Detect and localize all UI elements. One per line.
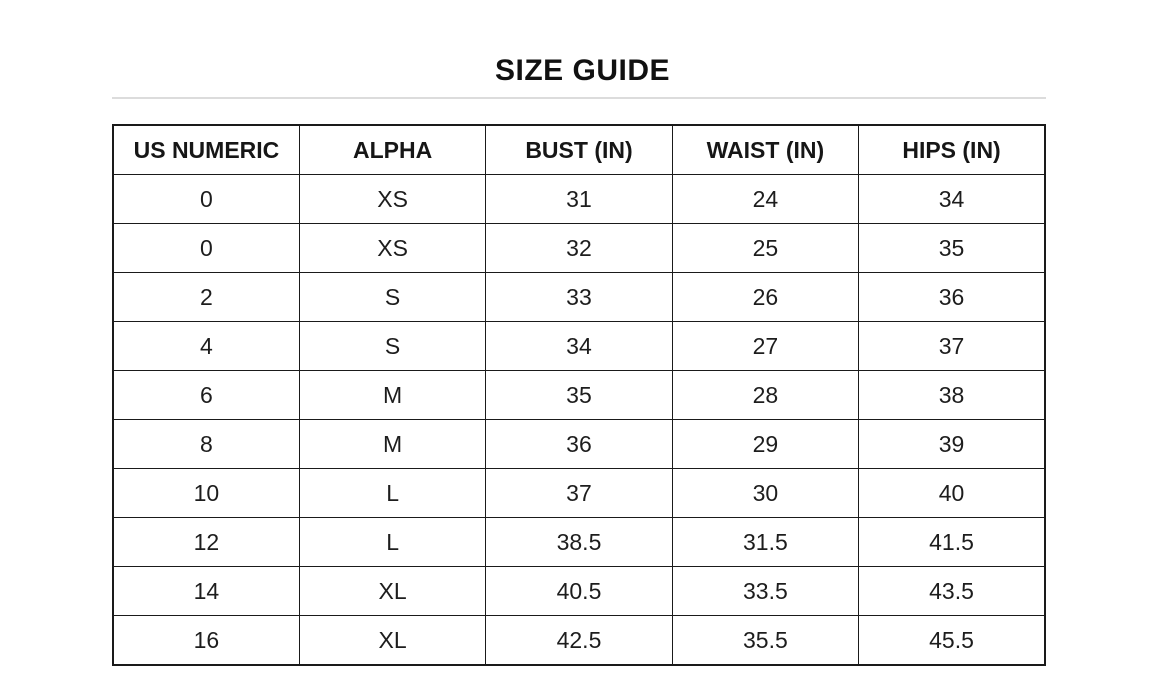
table-row: 0 XS 31 24 34 (112, 174, 1046, 224)
table-cell: 33.5 (671, 566, 860, 616)
table-cell: 6 (112, 370, 300, 420)
table-cell: 26 (671, 272, 860, 322)
table-row: 14 XL 40.5 33.5 43.5 (112, 566, 1046, 616)
table-cell: 36 (485, 419, 673, 469)
table-body: 0 XS 31 24 34 0 XS 32 25 35 2 S 33 26 36 4 S 34 27 37 6 M 35 28… (112, 174, 1046, 666)
table-cell: 36 (858, 272, 1046, 322)
table-cell: 28 (671, 370, 860, 420)
table-cell: 34 (485, 321, 673, 371)
column-header: WAIST (IN) (671, 124, 860, 175)
title-divider (112, 97, 1046, 99)
table-cell: 38 (858, 370, 1046, 420)
table-cell: 2 (112, 272, 300, 322)
table-cell: S (298, 272, 487, 322)
table-cell: 8 (112, 419, 300, 469)
table-row: 16 XL 42.5 35.5 45.5 (112, 615, 1046, 666)
table-cell: S (298, 321, 487, 371)
table-cell: 37 (858, 321, 1046, 371)
column-header: ALPHA (298, 124, 487, 175)
table-row: 2 S 33 26 36 (112, 272, 1046, 322)
table-cell: 14 (112, 566, 300, 616)
table-cell: 43.5 (858, 566, 1046, 616)
table-row: 10 L 37 30 40 (112, 468, 1046, 518)
table-cell: 0 (112, 174, 300, 224)
table-cell: 31.5 (671, 517, 860, 567)
table-cell: 35.5 (671, 615, 860, 666)
table-cell: 16 (112, 615, 300, 666)
table-cell: 35 (485, 370, 673, 420)
table-cell: 40.5 (485, 566, 673, 616)
table-cell: XS (298, 174, 487, 224)
table-cell: 29 (671, 419, 860, 469)
table-cell: 40 (858, 468, 1046, 518)
column-header: BUST (IN) (485, 124, 673, 175)
table-cell: 4 (112, 321, 300, 371)
table-cell: 31 (485, 174, 673, 224)
page-title: SIZE GUIDE (494, 54, 671, 87)
table-cell: 34 (858, 174, 1046, 224)
table-cell: 24 (671, 174, 860, 224)
table-cell: 41.5 (858, 517, 1046, 567)
table-cell: 30 (671, 468, 860, 518)
table-cell: 32 (485, 223, 673, 273)
table-header-row: US NUMERIC ALPHA BUST (IN) WAIST (IN) HIPS (… (112, 124, 1046, 175)
table-cell: 10 (112, 468, 300, 518)
table-cell: 37 (485, 468, 673, 518)
table-cell: M (298, 419, 487, 469)
table-cell: 42.5 (485, 615, 673, 666)
table-cell: L (298, 517, 487, 567)
table-cell: 33 (485, 272, 673, 322)
column-header: HIPS (IN) (858, 124, 1046, 175)
table-cell: L (298, 468, 487, 518)
table-row: 4 S 34 27 37 (112, 321, 1046, 371)
table-row: 8 M 36 29 39 (112, 419, 1046, 469)
table-cell: XS (298, 223, 487, 273)
table-cell: 25 (671, 223, 860, 273)
table-cell: 35 (858, 223, 1046, 273)
table-row: 12 L 38.5 31.5 41.5 (112, 517, 1046, 567)
table-cell: M (298, 370, 487, 420)
size-guide-table: US NUMERIC ALPHA BUST (IN) WAIST (IN) HIPS (… (112, 124, 1046, 666)
table-cell: XL (298, 615, 487, 666)
table-row: 6 M 35 28 38 (112, 370, 1046, 420)
table-cell: 39 (858, 419, 1046, 469)
table-cell: 0 (112, 223, 300, 273)
table-cell: 27 (671, 321, 860, 371)
table-cell: 12 (112, 517, 300, 567)
table-row: 0 XS 32 25 35 (112, 223, 1046, 273)
table-cell: 45.5 (858, 615, 1046, 666)
table-cell: XL (298, 566, 487, 616)
table-cell: 38.5 (485, 517, 673, 567)
table-header: US NUMERIC ALPHA BUST (IN) WAIST (IN) HIPS (… (112, 124, 1046, 175)
column-header: US NUMERIC (112, 124, 300, 175)
